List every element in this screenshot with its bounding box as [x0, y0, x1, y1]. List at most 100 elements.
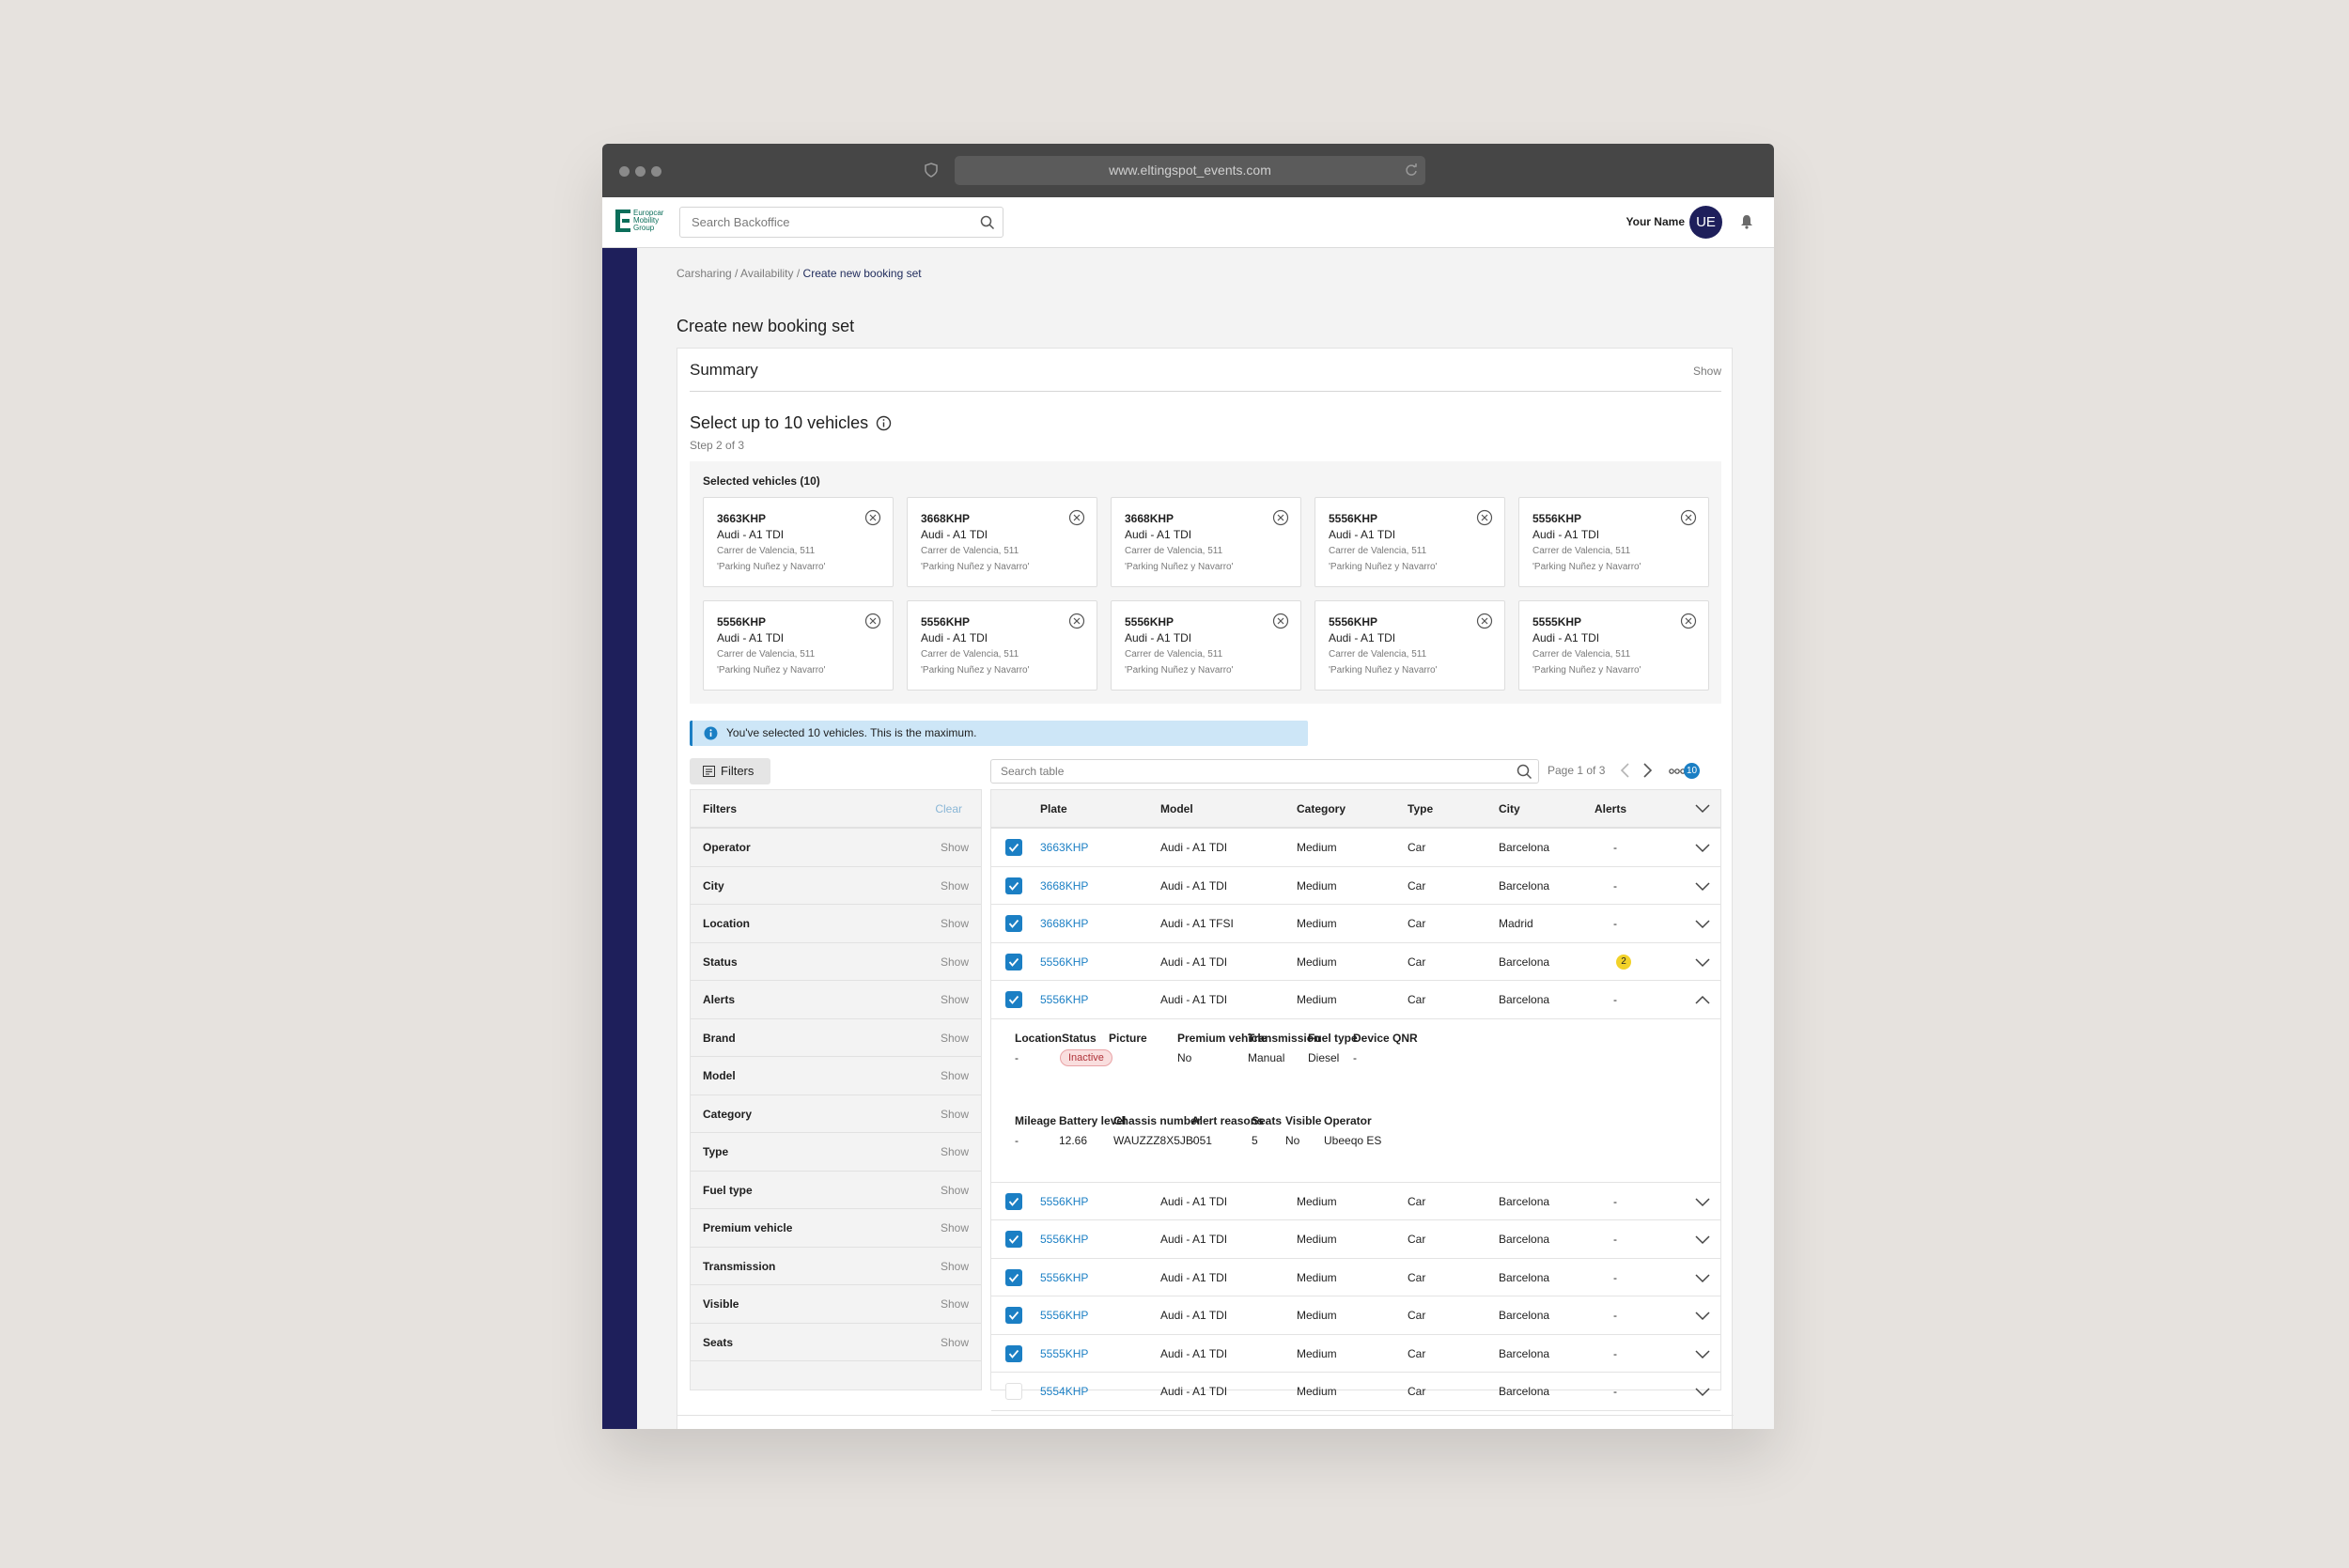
window-zoom-dot[interactable] — [651, 166, 661, 177]
user-name[interactable]: Your Name — [1626, 215, 1685, 228]
column-header-plate[interactable]: Plate — [1040, 802, 1067, 815]
table-row[interactable]: 5556KHP Audi - A1 TDI Medium Car Barcelona - — [991, 1220, 1720, 1259]
filter-show-toggle[interactable]: Show — [940, 1297, 969, 1311]
filter-show-toggle[interactable]: Show — [940, 1221, 969, 1234]
chevron-down-icon[interactable] — [1694, 841, 1711, 858]
filter-show-toggle[interactable]: Show — [940, 1183, 969, 1197]
filter-row-model[interactable]: Model Show — [691, 1057, 981, 1095]
cell-plate-link[interactable]: 5556KHP — [1040, 1233, 1089, 1246]
chevron-down-icon[interactable] — [1694, 917, 1711, 934]
chevron-down-icon[interactable] — [1694, 1233, 1711, 1250]
table-row[interactable]: 5556KHP Audi - A1 TDI Medium Car Barcelona - — [991, 1296, 1720, 1335]
breadcrumb-item-availability[interactable]: Availability — [740, 267, 794, 280]
filter-row-city[interactable]: City Show — [691, 867, 981, 905]
address-bar[interactable]: www.eltingspot_events.com — [955, 156, 1425, 185]
filter-row-transmission[interactable]: Transmission Show — [691, 1248, 981, 1285]
filter-row-seats[interactable]: Seats Show — [691, 1324, 981, 1361]
filter-show-toggle[interactable]: Show — [940, 878, 969, 893]
reload-icon[interactable] — [1405, 163, 1418, 177]
column-header-type[interactable]: Type — [1408, 802, 1434, 815]
column-header-alerts[interactable]: Alerts — [1595, 802, 1627, 815]
table-row[interactable]: 3663KHP Audi - A1 TDI Medium Car Barcelona - — [991, 829, 1720, 867]
row-checkbox[interactable] — [1005, 953, 1022, 970]
filters-clear-link[interactable]: Clear — [935, 802, 962, 815]
row-checkbox[interactable] — [1005, 991, 1022, 1008]
chevron-down-icon[interactable] — [1694, 1195, 1711, 1212]
chevron-down-icon[interactable] — [1694, 879, 1711, 896]
filter-show-toggle[interactable]: Show — [940, 1145, 969, 1158]
table-row[interactable]: 5556KHP Audi - A1 TDI Medium Car Barcelona 2 — [991, 943, 1720, 981]
filter-row-premium-vehicle[interactable]: Premium vehicle Show — [691, 1209, 981, 1248]
remove-vehicle-close-icon[interactable] — [864, 613, 881, 634]
filters-button[interactable]: Filters — [690, 758, 770, 784]
filter-show-toggle[interactable]: Show — [940, 955, 969, 969]
filter-row-operator[interactable]: Operator Show — [691, 829, 981, 867]
filter-show-toggle[interactable]: Show — [940, 1031, 969, 1045]
table-row[interactable]: 5556KHP Audi - A1 TDI Medium Car Barcelona - — [991, 1259, 1720, 1296]
remove-vehicle-close-icon[interactable] — [1476, 509, 1493, 531]
breadcrumb-item-carsharing[interactable]: Carsharing — [677, 267, 732, 280]
row-checkbox[interactable] — [1005, 1231, 1022, 1248]
bell-icon[interactable] — [1740, 214, 1753, 229]
window-minimize-dot[interactable] — [635, 166, 646, 177]
search-icon[interactable] — [980, 215, 995, 230]
filter-row-location[interactable]: Location Show — [691, 905, 981, 943]
row-checkbox[interactable] — [1005, 1344, 1022, 1362]
cell-plate-link[interactable]: 5556KHP — [1040, 1309, 1089, 1322]
table-search-input[interactable]: Search table — [990, 759, 1539, 784]
table-row[interactable]: 5556KHP Audi - A1 TDI Medium Car Barcelona - — [991, 981, 1720, 1019]
table-row[interactable]: 5556KHP Audi - A1 TDI Medium Car Barcelona - — [991, 1183, 1720, 1220]
chevron-right-icon[interactable] — [1641, 761, 1654, 780]
cell-plate-link[interactable]: 5555KHP — [1040, 1346, 1089, 1360]
table-row[interactable]: 3668KHP Audi - A1 TFSI Medium Car Madrid - — [991, 905, 1720, 943]
remove-vehicle-close-icon[interactable] — [1272, 613, 1289, 634]
window-close-dot[interactable] — [619, 166, 630, 177]
filter-show-toggle[interactable]: Show — [940, 1069, 969, 1082]
search-icon[interactable] — [1517, 764, 1532, 780]
column-header-city[interactable]: City — [1499, 802, 1520, 815]
info-outline-icon[interactable] — [876, 415, 892, 431]
filter-row-brand[interactable]: Brand Show — [691, 1019, 981, 1057]
filter-show-toggle[interactable]: Show — [940, 841, 969, 854]
row-checkbox[interactable] — [1005, 839, 1022, 856]
filter-show-toggle[interactable]: Show — [940, 993, 969, 1006]
columns-menu-button[interactable]: 10 — [1669, 763, 1700, 779]
chevron-left-icon[interactable] — [1619, 761, 1632, 780]
filter-show-toggle[interactable]: Show — [940, 917, 969, 930]
filter-row-status[interactable]: Status Show — [691, 943, 981, 981]
filter-row-type[interactable]: Type Show — [691, 1133, 981, 1172]
column-header-model[interactable]: Model — [1160, 802, 1193, 815]
cell-plate-link[interactable]: 3668KHP — [1040, 917, 1089, 930]
company-logo[interactable]: Europcar Mobility Group — [615, 210, 671, 232]
chevron-down-icon[interactable] — [1694, 1385, 1711, 1402]
cell-plate-link[interactable]: 5556KHP — [1040, 1270, 1089, 1284]
row-checkbox[interactable] — [1005, 1383, 1022, 1400]
chevron-down-icon[interactable] — [1694, 802, 1711, 814]
avatar[interactable]: UE — [1689, 206, 1722, 239]
filter-show-toggle[interactable]: Show — [940, 1259, 969, 1273]
remove-vehicle-close-icon[interactable] — [1680, 509, 1697, 531]
chevron-down-icon[interactable] — [1694, 1271, 1711, 1288]
remove-vehicle-close-icon[interactable] — [1680, 613, 1697, 634]
row-checkbox[interactable] — [1005, 1268, 1022, 1286]
filter-row-category[interactable]: Category Show — [691, 1095, 981, 1133]
cell-plate-link[interactable]: 3668KHP — [1040, 878, 1089, 893]
remove-vehicle-close-icon[interactable] — [1272, 509, 1289, 531]
cell-plate-link[interactable]: 5556KHP — [1040, 1194, 1089, 1208]
chevron-down-icon[interactable] — [1694, 1347, 1711, 1364]
cell-plate-link[interactable]: 5554KHP — [1040, 1385, 1089, 1398]
column-header-category[interactable]: Category — [1297, 802, 1346, 815]
row-checkbox[interactable] — [1005, 1192, 1022, 1210]
backoffice-search-input[interactable]: Search Backoffice — [679, 207, 1003, 238]
summary-show-toggle[interactable]: Show — [1692, 365, 1721, 378]
row-checkbox[interactable] — [1005, 915, 1022, 932]
chevron-down-icon[interactable] — [1694, 955, 1711, 972]
table-row[interactable]: 5555KHP Audi - A1 TDI Medium Car Barcelona - — [991, 1335, 1720, 1373]
table-row[interactable]: 3668KHP Audi - A1 TDI Medium Car Barcelona - — [991, 867, 1720, 905]
row-checkbox[interactable] — [1005, 877, 1022, 894]
cell-plate-link[interactable]: 5556KHP — [1040, 955, 1089, 969]
filter-row-fuel-type[interactable]: Fuel type Show — [691, 1172, 981, 1209]
remove-vehicle-close-icon[interactable] — [1068, 613, 1085, 634]
chevron-up-icon[interactable] — [1694, 993, 1711, 1010]
row-checkbox[interactable] — [1005, 1307, 1022, 1324]
